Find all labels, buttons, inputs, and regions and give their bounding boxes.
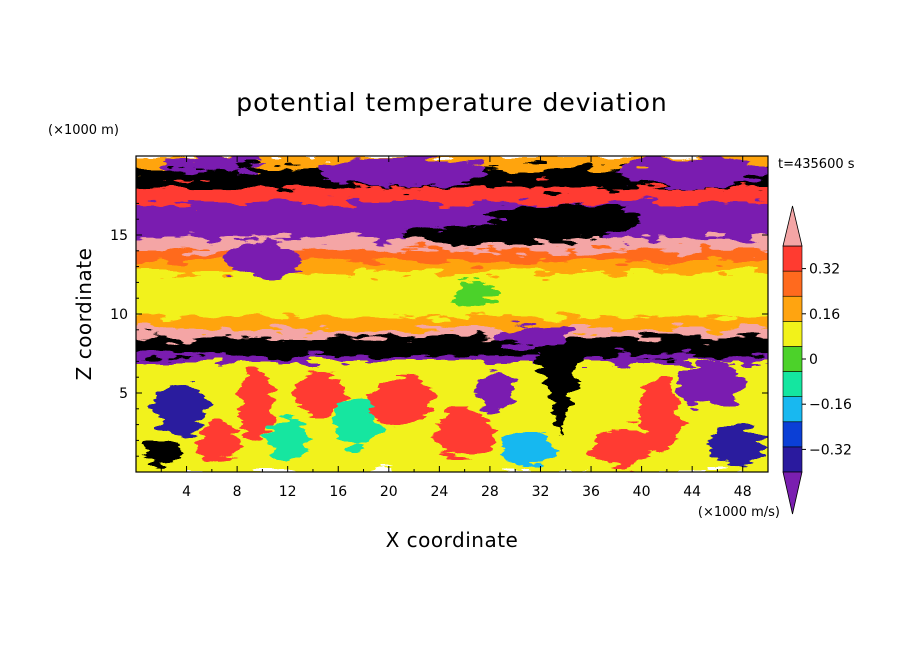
colorbar: 0.32 0.16 0 −0.16 −0.32 <box>782 205 852 515</box>
field-layer <box>136 356 768 364</box>
colorbar-tick-label: 0.16 <box>809 307 840 323</box>
x-tick-label: 12 <box>279 484 297 500</box>
contour-region <box>476 370 517 409</box>
x-axis-title: X coordinate <box>386 528 519 552</box>
colorbar-tick-label: −0.32 <box>809 442 852 458</box>
y-unit-label: (×1000 m) <box>48 123 119 138</box>
field-layer <box>136 316 768 331</box>
x-tick-label: 32 <box>532 484 550 500</box>
field-layer <box>136 329 768 339</box>
contour-region <box>502 429 554 468</box>
contour-region <box>294 370 345 416</box>
colorbar-band <box>782 346 803 372</box>
colorbar-tick-label: 0.32 <box>809 262 840 278</box>
contour-region <box>152 383 209 435</box>
colorbar-tick-label: 0 <box>809 352 818 368</box>
contour-region <box>368 375 435 427</box>
contour-region <box>454 280 501 307</box>
heatmap-field <box>136 156 768 472</box>
field-layer <box>136 261 768 274</box>
field-layer <box>136 237 768 252</box>
contour-region <box>334 396 380 447</box>
plot-area <box>136 156 768 472</box>
colorbar-band <box>782 371 803 397</box>
colorbar-extend-top <box>782 205 803 247</box>
contour-region <box>238 370 274 441</box>
colorbar-band <box>782 295 803 322</box>
contour-region <box>267 415 308 460</box>
contour-region <box>312 157 490 187</box>
time-label: t=435600 s <box>778 157 855 172</box>
field-layer <box>136 187 768 204</box>
x-tick-label: 16 <box>329 484 347 500</box>
contour-region <box>640 377 681 454</box>
field-layer <box>136 272 768 318</box>
x-tick-label: 40 <box>633 484 651 500</box>
plume <box>526 342 593 435</box>
contour-region <box>401 225 604 245</box>
y-tick-label: 5 <box>119 386 128 402</box>
colorbar-band <box>782 321 803 347</box>
colorbar-band <box>782 396 803 423</box>
x-axis: 4 8 12 16 20 24 28 32 36 40 44 48 <box>160 156 752 500</box>
contour-region <box>161 156 263 172</box>
y-tick-label: 10 <box>110 307 128 323</box>
colorbar-band <box>782 446 803 473</box>
chart-title: potential temperature deviation <box>236 88 667 117</box>
contour-region <box>224 239 301 278</box>
contour-region <box>142 440 181 466</box>
x-tick-label: 36 <box>582 484 600 500</box>
contour-region <box>591 427 655 466</box>
x-tick-label: 20 <box>380 484 398 500</box>
contour-region <box>434 407 495 458</box>
y-tick-label: 15 <box>110 228 128 244</box>
contour-region <box>616 157 768 187</box>
colorbar-band <box>782 245 803 272</box>
colorbar-band <box>782 270 803 297</box>
field-layer <box>136 337 768 358</box>
contour-region <box>708 427 765 466</box>
field-layer <box>136 250 768 263</box>
x-tick-label: 24 <box>430 484 448 500</box>
colorbar-tick-label: −0.16 <box>809 397 852 413</box>
colorbar-band <box>782 421 803 448</box>
contour-region <box>678 362 744 408</box>
colorbar-extend-bottom <box>782 471 803 515</box>
x-tick-label: 4 <box>182 484 191 500</box>
x-unit-label: (×1000 m/s) <box>698 505 780 520</box>
x-tick-label: 8 <box>233 484 242 500</box>
x-tick-label: 44 <box>683 484 701 500</box>
x-tick-label: 48 <box>734 484 752 500</box>
x-tick-label: 28 <box>481 484 499 500</box>
contour-region <box>498 323 570 349</box>
contour-region <box>195 424 241 463</box>
y-axis: 5 10 15 <box>110 171 768 457</box>
y-axis-title: Z coordinate <box>72 248 96 381</box>
